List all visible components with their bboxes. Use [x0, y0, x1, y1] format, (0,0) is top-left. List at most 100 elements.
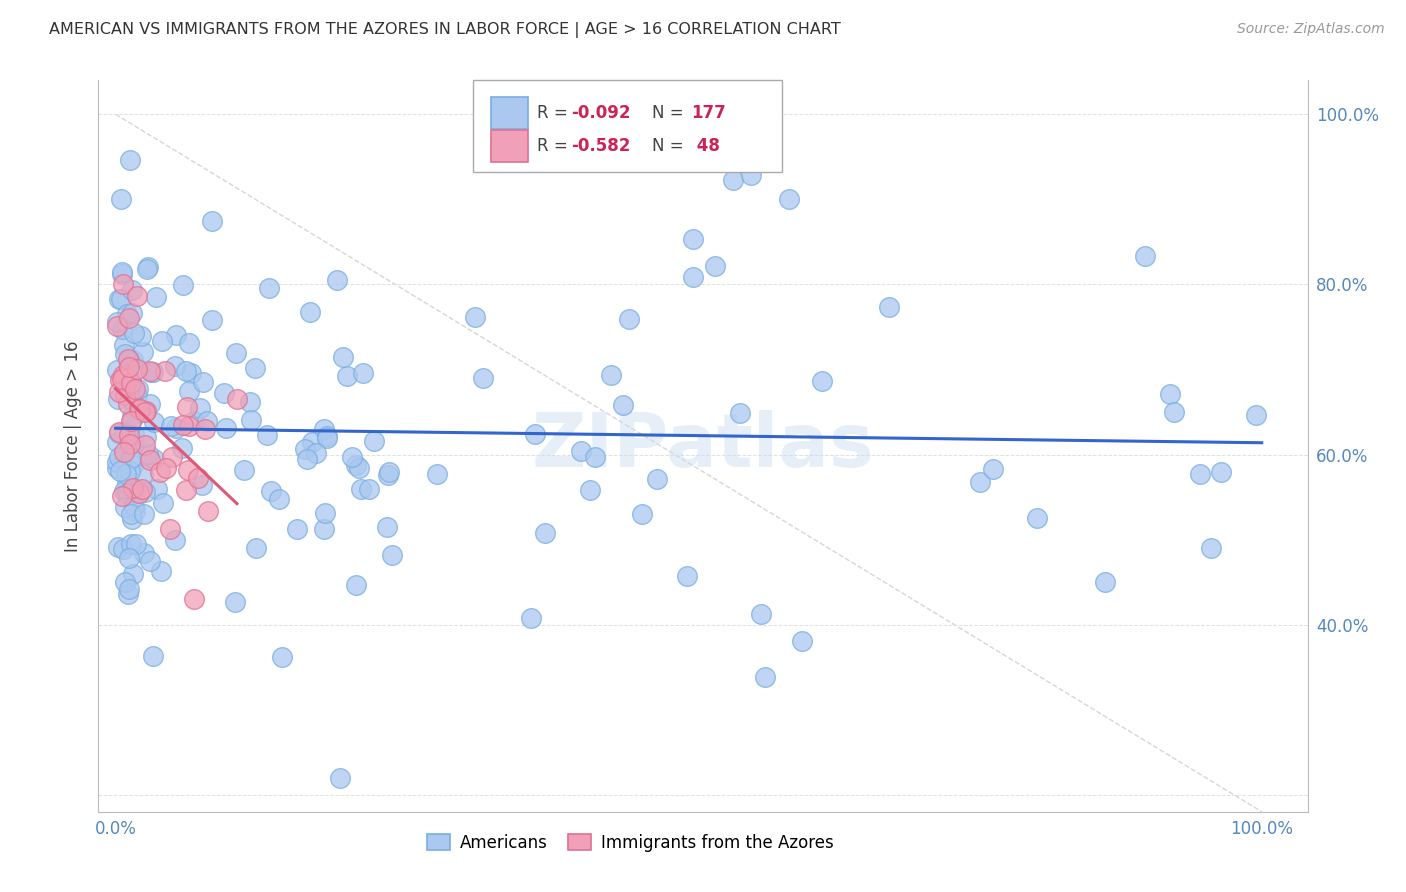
Point: [145, 290, 167, 304]
Point: [1025, 510, 1047, 524]
Point: [107, 541, 129, 555]
Point: [105, 319, 128, 334]
Point: [754, 670, 776, 684]
Point: [226, 392, 249, 406]
Point: [238, 395, 260, 409]
Point: [1209, 466, 1232, 480]
Point: [139, 364, 162, 378]
Point: [645, 472, 668, 486]
Point: [121, 409, 143, 423]
Point: [682, 232, 704, 246]
Point: [225, 346, 247, 360]
Point: [380, 548, 402, 562]
Point: [215, 421, 238, 435]
Point: [115, 364, 138, 378]
Point: [132, 467, 155, 482]
Point: [112, 444, 135, 458]
Point: [165, 328, 187, 343]
Point: [114, 425, 136, 439]
Point: [612, 398, 634, 412]
Point: [125, 289, 148, 303]
Point: [721, 173, 744, 187]
Point: [136, 447, 159, 461]
Point: [122, 458, 145, 472]
Point: [342, 450, 364, 464]
Point: [114, 467, 136, 481]
Point: [124, 382, 146, 396]
Text: R =: R =: [537, 104, 574, 122]
Point: [124, 537, 146, 551]
Point: [259, 281, 281, 295]
Point: [969, 475, 991, 489]
Point: [344, 578, 367, 592]
Point: [118, 310, 141, 325]
Point: [128, 486, 150, 500]
Point: [1244, 408, 1267, 422]
FancyBboxPatch shape: [492, 97, 527, 129]
Point: [112, 541, 135, 556]
Point: [195, 414, 218, 428]
Point: [120, 450, 142, 465]
Point: [111, 265, 134, 279]
Point: [108, 426, 131, 441]
Point: [121, 511, 143, 525]
Point: [193, 375, 215, 389]
Point: [363, 434, 385, 449]
Point: [138, 396, 160, 410]
Point: [172, 418, 194, 433]
Point: [239, 413, 262, 427]
Point: [129, 328, 152, 343]
Point: [180, 366, 202, 380]
Point: [120, 153, 142, 168]
Point: [187, 471, 209, 485]
Point: [299, 305, 322, 319]
Point: [118, 551, 141, 566]
Point: [749, 607, 772, 621]
Point: [110, 192, 132, 206]
Point: [115, 307, 138, 321]
Point: [177, 419, 200, 434]
Point: [115, 374, 138, 388]
Point: [145, 482, 167, 496]
Point: [201, 214, 224, 228]
Point: [124, 504, 146, 518]
Point: [285, 522, 308, 536]
Point: [114, 346, 136, 360]
Point: [174, 363, 197, 377]
Point: [790, 633, 813, 648]
Point: [256, 427, 278, 442]
Point: [117, 475, 139, 490]
Point: [131, 482, 153, 496]
Point: [312, 522, 335, 536]
Point: [344, 458, 367, 472]
Text: Source: ZipAtlas.com: Source: ZipAtlas.com: [1237, 22, 1385, 37]
Point: [165, 421, 187, 435]
Point: [120, 393, 142, 408]
Point: [305, 446, 328, 460]
Point: [114, 500, 136, 514]
Point: [111, 277, 134, 292]
Point: [194, 422, 217, 436]
Point: [135, 429, 157, 443]
Point: [122, 499, 145, 513]
Point: [232, 463, 254, 477]
Point: [105, 435, 128, 450]
Point: [315, 431, 337, 445]
Point: [301, 434, 323, 449]
Point: [165, 359, 187, 373]
Point: [111, 372, 134, 386]
Point: [728, 406, 751, 420]
Point: [111, 489, 134, 503]
Point: [121, 352, 143, 367]
Point: [149, 465, 172, 479]
Point: [134, 484, 156, 499]
Point: [120, 373, 142, 387]
Point: [524, 427, 547, 442]
Point: [120, 376, 142, 390]
Point: [114, 388, 136, 402]
Point: [214, 386, 236, 401]
Point: [127, 382, 149, 396]
Point: [134, 405, 156, 419]
Point: [136, 260, 159, 275]
Point: [159, 522, 181, 536]
